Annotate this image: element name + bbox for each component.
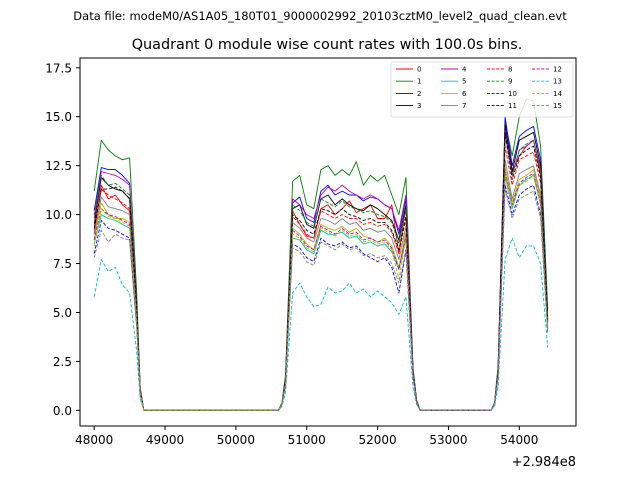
legend-label: 5	[462, 78, 466, 86]
x-tick-label: 51000	[288, 433, 326, 447]
plot-area	[93, 98, 549, 411]
legend-label: 9	[508, 78, 512, 86]
legend-label: 11	[508, 102, 517, 110]
legend-label: 3	[417, 102, 421, 110]
x-tick-label: 54000	[500, 433, 538, 447]
legend-label: 7	[462, 102, 466, 110]
x-tick-label: 48000	[75, 433, 113, 447]
y-tick-label: 0.0	[53, 404, 72, 418]
x-tick-label: 50000	[217, 433, 255, 447]
legend-label: 8	[508, 66, 512, 74]
legend-label: 12	[553, 66, 562, 74]
y-tick-label: 5.0	[53, 306, 72, 320]
legend-label: 15	[553, 102, 562, 110]
legend-label: 0	[417, 66, 421, 74]
plot-frame	[79, 57, 577, 427]
legend-label: 10	[508, 90, 517, 98]
y-tick-label: 15.0	[45, 110, 72, 124]
x-axis: 48000 49000 50000 51000 52000 53000 54000	[75, 426, 538, 447]
legend-label: 4	[462, 66, 467, 74]
x-axis-offset-label: +2.984e8	[512, 455, 576, 470]
chart-title: Quadrant 0 module wise count rates with …	[132, 37, 523, 53]
y-tick-label: 10.0	[45, 208, 72, 222]
x-tick-label: 53000	[429, 433, 467, 447]
x-tick-label: 49000	[146, 433, 184, 447]
legend-label: 13	[553, 78, 562, 86]
legend-label: 14	[553, 90, 562, 98]
y-tick-label: 7.5	[53, 257, 72, 271]
legend-label: 6	[462, 90, 467, 98]
y-axis: 0.0 2.5 5.0 7.5 10.0 12.5 15.0 17.5	[45, 61, 80, 418]
y-tick-label: 17.5	[45, 61, 72, 75]
legend-label: 1	[417, 78, 421, 86]
legend-frame	[390, 61, 574, 118]
legend-label: 2	[417, 90, 421, 98]
x-tick-label: 52000	[359, 433, 397, 447]
series-line-15	[93, 188, 549, 411]
y-tick-label: 2.5	[53, 355, 72, 369]
y-tick-label: 12.5	[45, 159, 72, 173]
series-line-12	[93, 171, 549, 411]
chart-suptitle: Data file: modeM0/AS1A05_180T01_90000029…	[73, 9, 567, 23]
